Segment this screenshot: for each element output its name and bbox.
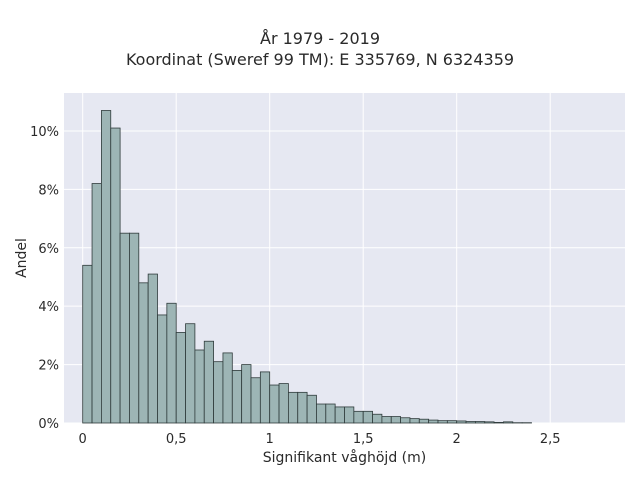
histogram-bar (185, 323, 196, 424)
histogram-bar (203, 340, 214, 424)
histogram-bar (428, 419, 439, 424)
histogram-bar (157, 314, 168, 424)
x-tick-label: 1 (266, 432, 274, 447)
histogram-bar (166, 302, 177, 424)
histogram-bar (91, 183, 102, 424)
histogram-bar (344, 406, 355, 424)
tick-labels: 0 0,5 1 1,5 2 2,5 0% 2% 4% 6% 8% 10% (30, 125, 560, 447)
histogram-bar (231, 370, 243, 424)
histogram-bar (409, 418, 420, 424)
x-tick-label: 0 (79, 432, 87, 447)
histogram-bar (456, 420, 467, 424)
histogram-bar (222, 352, 233, 424)
histogram-bar (241, 364, 252, 424)
histogram-bar (362, 410, 373, 424)
histogram-bar (287, 391, 299, 424)
y-tick-label: 0% (38, 417, 59, 432)
histogram-bar (194, 349, 205, 424)
histogram-bar (316, 403, 327, 424)
histogram-bar (175, 332, 186, 424)
y-axis-label: Andel (14, 238, 30, 278)
histogram-bar (493, 422, 504, 424)
histogram-bar (278, 383, 289, 424)
histogram-bar (129, 232, 140, 424)
histogram-bar (465, 421, 476, 424)
histogram-bar (82, 264, 93, 424)
y-tick-label: 2% (38, 359, 59, 374)
histogram-bar (381, 416, 392, 424)
histogram-bar (110, 127, 121, 424)
histogram-bar (213, 361, 224, 424)
histogram-bar (418, 418, 430, 424)
x-tick-label: 2 (453, 432, 461, 447)
histogram-bar (353, 410, 364, 424)
x-axis-label: Signifikant våghöjd (m) (263, 449, 426, 466)
histogram-bar (437, 420, 448, 424)
y-tick-label: 6% (38, 242, 59, 257)
histogram-bar (325, 403, 336, 424)
y-tick-label: 4% (38, 300, 59, 315)
x-tick-label: 0,5 (166, 432, 187, 447)
histogram-bar (306, 394, 317, 424)
histogram-bar (484, 421, 495, 424)
histogram-bar (372, 413, 383, 424)
histogram-bar (390, 416, 402, 424)
chart-title: År 1979 - 2019 (260, 29, 380, 48)
x-tick-label: 2,5 (540, 432, 561, 447)
histogram-bar (259, 371, 271, 424)
histogram-bar (101, 110, 112, 424)
histogram-bar (400, 417, 411, 424)
histogram-bar (503, 421, 514, 424)
histogram-bar (334, 406, 345, 424)
histogram-bar (138, 282, 149, 424)
histogram-bar (147, 273, 158, 424)
bars (82, 110, 532, 424)
histogram-bar (474, 421, 486, 424)
chart-subtitle: Koordinat (Sweref 99 TM): E 335769, N 63… (125, 50, 515, 69)
y-tick-label: 8% (38, 183, 59, 198)
histogram-bar (269, 384, 280, 424)
x-tick-label: 1,5 (353, 432, 374, 447)
histogram-bar (250, 377, 261, 424)
y-tick-label: 10% (30, 125, 59, 140)
histogram-bar (446, 420, 458, 424)
histogram-bar (297, 391, 308, 424)
histogram-bar (119, 232, 130, 424)
